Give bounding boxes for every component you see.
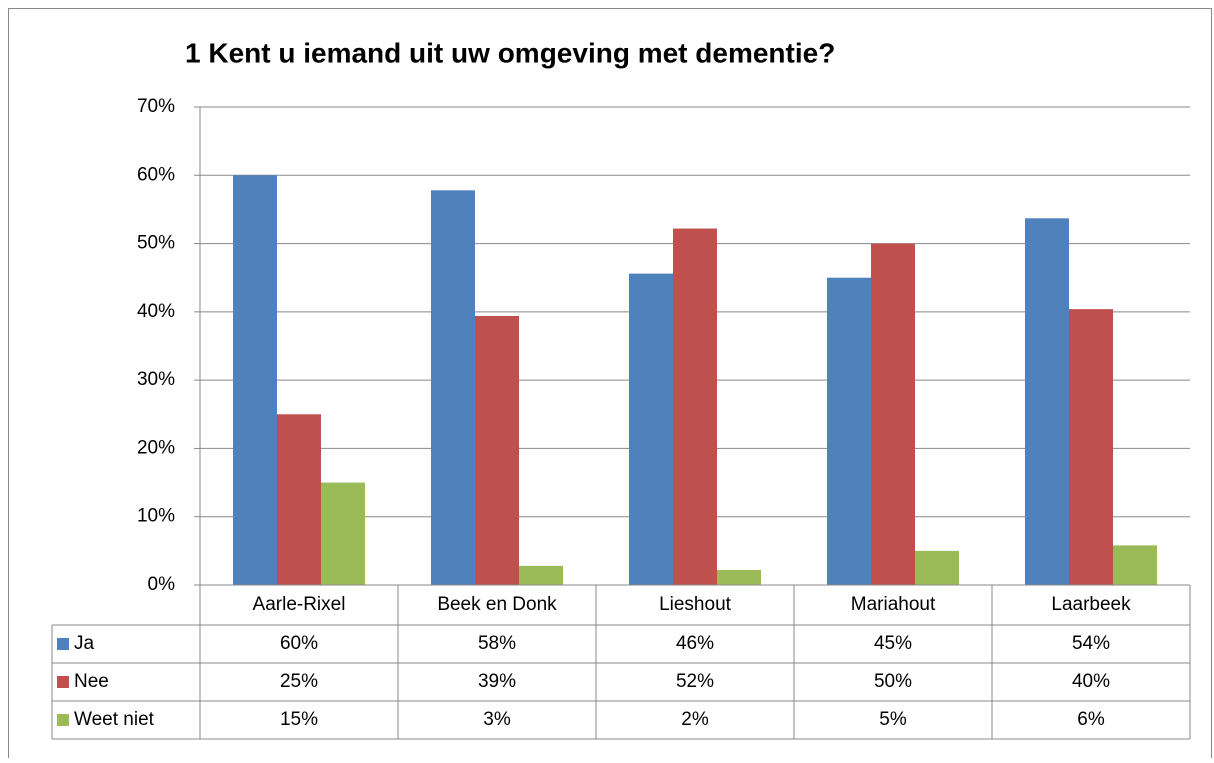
x-tick-label: Beek en Donk [437, 594, 557, 615]
data-label: 52% [676, 671, 714, 692]
data-label: 5% [879, 709, 907, 730]
x-tick-label: Aarle-Rixel [253, 594, 346, 615]
y-tick-label: 10% [137, 506, 175, 527]
y-tick-label: 0% [148, 574, 176, 595]
legend-key [57, 676, 69, 688]
data-label: 58% [478, 633, 516, 654]
legend-label: Nee [74, 671, 109, 692]
data-label: 15% [280, 709, 318, 730]
bar [871, 243, 915, 586]
y-tick-label: 50% [137, 233, 175, 254]
legend-label: Weet niet [74, 709, 155, 730]
data-label: 40% [1072, 671, 1110, 692]
legend-label: Ja [74, 633, 95, 654]
y-tick-label: 20% [137, 437, 175, 458]
y-tick-label: 40% [137, 301, 175, 322]
data-label: 2% [681, 709, 709, 730]
data-label: 50% [874, 671, 912, 692]
bar [673, 228, 717, 585]
x-tick-label: Lieshout [659, 594, 732, 615]
chart-title: 1 Kent u iemand uit uw omgeving met deme… [185, 37, 835, 68]
y-tick-label: 70% [137, 96, 175, 117]
bar [233, 175, 277, 586]
y-tick-label: 30% [137, 369, 175, 390]
data-label: 46% [676, 633, 714, 654]
bar [827, 277, 871, 585]
bar [1025, 218, 1069, 585]
data-label: 39% [478, 671, 516, 692]
y-tick-label: 60% [137, 164, 175, 185]
data-label: 54% [1072, 633, 1110, 654]
bar [629, 273, 673, 585]
bar [475, 315, 519, 585]
data-label: 25% [280, 671, 318, 692]
data-label: 60% [280, 633, 318, 654]
bar [1113, 545, 1157, 585]
data-label: 45% [874, 633, 912, 654]
bar [321, 482, 365, 585]
bar [519, 565, 563, 585]
bar [717, 569, 761, 585]
bar [277, 414, 321, 585]
bar [431, 190, 475, 585]
legend-key [57, 714, 69, 726]
bar [915, 550, 959, 585]
bar [1069, 309, 1113, 585]
legend-key [57, 638, 69, 650]
data-label: 6% [1077, 709, 1105, 730]
x-tick-label: Laarbeek [1051, 594, 1131, 615]
x-tick-label: Mariahout [851, 594, 936, 615]
data-label: 3% [483, 709, 511, 730]
